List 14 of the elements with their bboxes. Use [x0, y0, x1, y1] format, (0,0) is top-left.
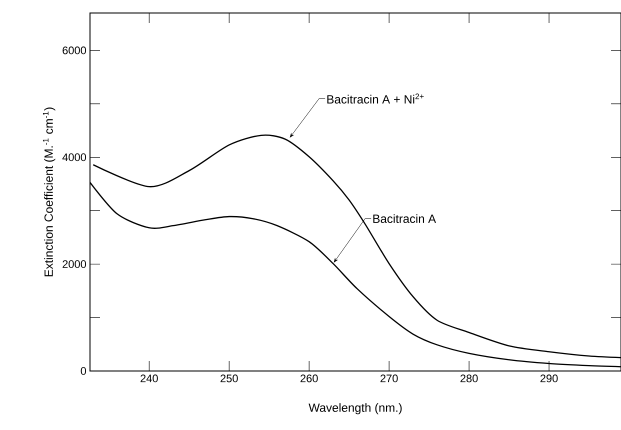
- x-tick-label: 260: [300, 374, 318, 382]
- x-tick-label: 240: [140, 374, 158, 382]
- x-tick-label: 280: [460, 374, 478, 382]
- x-tick-label: 270: [380, 374, 398, 382]
- y-tick-label: 2000: [62, 260, 86, 268]
- annotation: Bacitracin A: [373, 214, 436, 223]
- x-tick-label: 290: [540, 374, 558, 382]
- annotation: Bacitracin A + Ni$^{2+}$: [327, 94, 424, 104]
- y-tick-label: 4000: [62, 153, 86, 162]
- x-axis-title: Wavelength (nm.): [308, 403, 402, 414]
- y-tick-label: 6000: [62, 46, 86, 54]
- y-axis-title: Extinction Coefficient (M.$^{-1}$ cm$^{-1}$): [42, 108, 56, 276]
- y-tick-label: 0: [80, 367, 86, 375]
- x-tick-label: 250: [220, 374, 238, 382]
